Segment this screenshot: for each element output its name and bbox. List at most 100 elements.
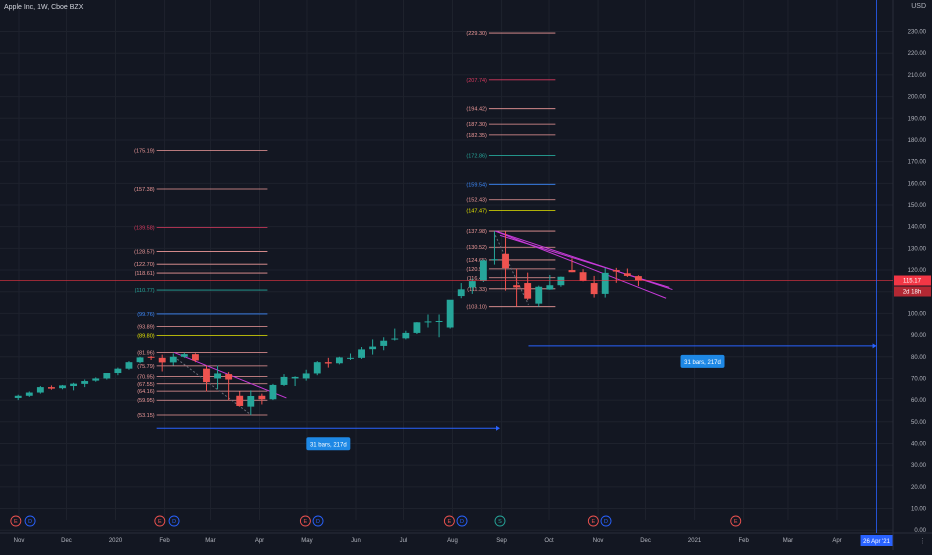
x-tick-label: Mar	[783, 538, 793, 544]
x-tick-label: Dec	[61, 538, 72, 544]
event-marker-dividend-icon[interactable]	[168, 515, 180, 527]
event-marker-label: E	[734, 519, 738, 525]
x-tick-label: Feb	[159, 538, 170, 544]
candle-body	[579, 272, 587, 281]
last-price-tag	[894, 275, 931, 286]
measure-arrow-icon	[495, 425, 500, 431]
y-tick-label: 60.00	[911, 398, 927, 404]
candle-body	[491, 259, 498, 261]
fib-extension-2-level-label: (111.33)	[467, 287, 487, 293]
event-marker-dividend-icon[interactable]	[24, 515, 36, 527]
candle-body	[424, 321, 432, 323]
fib-extension-1-level-label: (157.38)	[134, 187, 155, 193]
x-tick-label: Jun	[351, 538, 361, 544]
x-tick-label: Aug	[447, 538, 458, 544]
event-marker-earnings-icon[interactable]	[10, 515, 22, 527]
fib-extension-1-level-label: (81.96)	[137, 351, 155, 357]
event-marker-dividend-icon[interactable]	[456, 515, 468, 527]
event-marker-earnings-icon[interactable]	[730, 515, 742, 527]
candle-body	[236, 395, 244, 406]
x-tick-label: Oct	[544, 538, 554, 544]
candle-body	[70, 383, 78, 387]
candle-body	[114, 368, 122, 374]
event-marker-label: E	[14, 519, 18, 525]
x-tick-label: Dec	[640, 538, 651, 544]
measure-arrow-icon	[872, 343, 877, 349]
x-tick-label: 2020	[109, 538, 123, 544]
candle-body	[457, 289, 465, 297]
fib-extension-1-level-label: (128.57)	[134, 249, 155, 255]
candle-body	[14, 395, 22, 398]
currency-label[interactable]: USD	[911, 3, 926, 10]
x-tick-label: Apr	[255, 538, 264, 544]
y-tick-label: 50.00	[911, 420, 927, 426]
candle-body	[369, 346, 377, 350]
candle-body	[535, 286, 543, 304]
date-range-measures[interactable]: 31 bars, 217d 31 bars, 217d	[156, 343, 877, 451]
measure-label: 31 bars, 217d	[684, 360, 721, 366]
candle-body	[335, 357, 343, 364]
event-marker-earnings-icon[interactable]	[154, 515, 166, 527]
candle-body	[136, 357, 144, 363]
candle-body	[48, 387, 55, 389]
event-marker-dividend-icon[interactable]	[312, 515, 324, 527]
y-tick-label: 210.00	[908, 73, 927, 79]
fib-extension-2-level-label: (207.74)	[466, 78, 487, 84]
axis-settings-icon[interactable]: ⋮	[919, 538, 926, 545]
y-tick-label: 20.00	[911, 485, 927, 491]
fib-extension-1-level-label: (139.58)	[134, 226, 155, 232]
candle-body	[568, 270, 576, 273]
candle-body	[203, 368, 210, 383]
candle-body	[347, 357, 354, 359]
fib-extension-2-level-label: (103.10)	[466, 305, 487, 311]
event-marker-earnings-icon[interactable]	[299, 515, 311, 527]
x-tick-label: Nov	[14, 538, 25, 544]
event-marker-label: D	[604, 519, 608, 525]
candle-body	[623, 273, 631, 276]
fib-extensions[interactable]: (53.15) (59.95) (64.16)(67.55) (70.95) (75.7…	[134, 31, 556, 419]
fib-extension-1-level-label: (70.95)	[137, 374, 155, 380]
candle-body	[302, 373, 310, 379]
candle-body	[479, 260, 487, 281]
y-tick-label: 30.00	[911, 463, 927, 469]
candle-body	[25, 392, 33, 396]
event-marker-label: S	[498, 519, 502, 525]
fib-extension-2-level-label: (147.47)	[466, 208, 487, 214]
measure-label-box	[680, 354, 725, 368]
candle-body	[147, 356, 155, 358]
event-marker-earnings-icon[interactable]	[587, 515, 599, 527]
fib-extension-2-level-label: (130.52)	[466, 245, 487, 251]
fib-extension-2-level-label: (229.30)	[466, 31, 487, 37]
fib-extension-1-level-label: (89.80)	[137, 334, 155, 340]
y-tick-label: 120.00	[908, 268, 927, 274]
event-marker-split-icon[interactable]	[494, 515, 506, 527]
event-marker-dividend-icon[interactable]	[600, 515, 612, 527]
y-tick-label: 190.00	[908, 116, 927, 122]
trendline[interactable]	[494, 235, 529, 305]
symbol-title[interactable]: Apple Inc, 1W, Cboe BZX	[4, 4, 84, 11]
candle-body	[601, 272, 609, 294]
candle-body	[546, 285, 554, 290]
candle-body	[169, 356, 177, 363]
candle-body	[557, 276, 565, 286]
fib-extension-2-level-label: (152.43)	[466, 198, 487, 204]
candle-body	[612, 270, 620, 272]
y-tick-label: 220.00	[908, 51, 927, 57]
candle-body	[435, 320, 443, 322]
candle-body	[225, 374, 233, 380]
candle-body	[413, 322, 421, 333]
y-tick-label: 80.00	[911, 355, 927, 361]
candle-body	[391, 338, 399, 340]
candle-body	[180, 354, 188, 357]
candle-body	[590, 283, 598, 295]
candle-body	[358, 349, 365, 358]
last-price-label: 115.17	[903, 279, 922, 285]
event-marker-earnings-icon[interactable]	[443, 515, 455, 527]
candle-body	[634, 276, 642, 281]
